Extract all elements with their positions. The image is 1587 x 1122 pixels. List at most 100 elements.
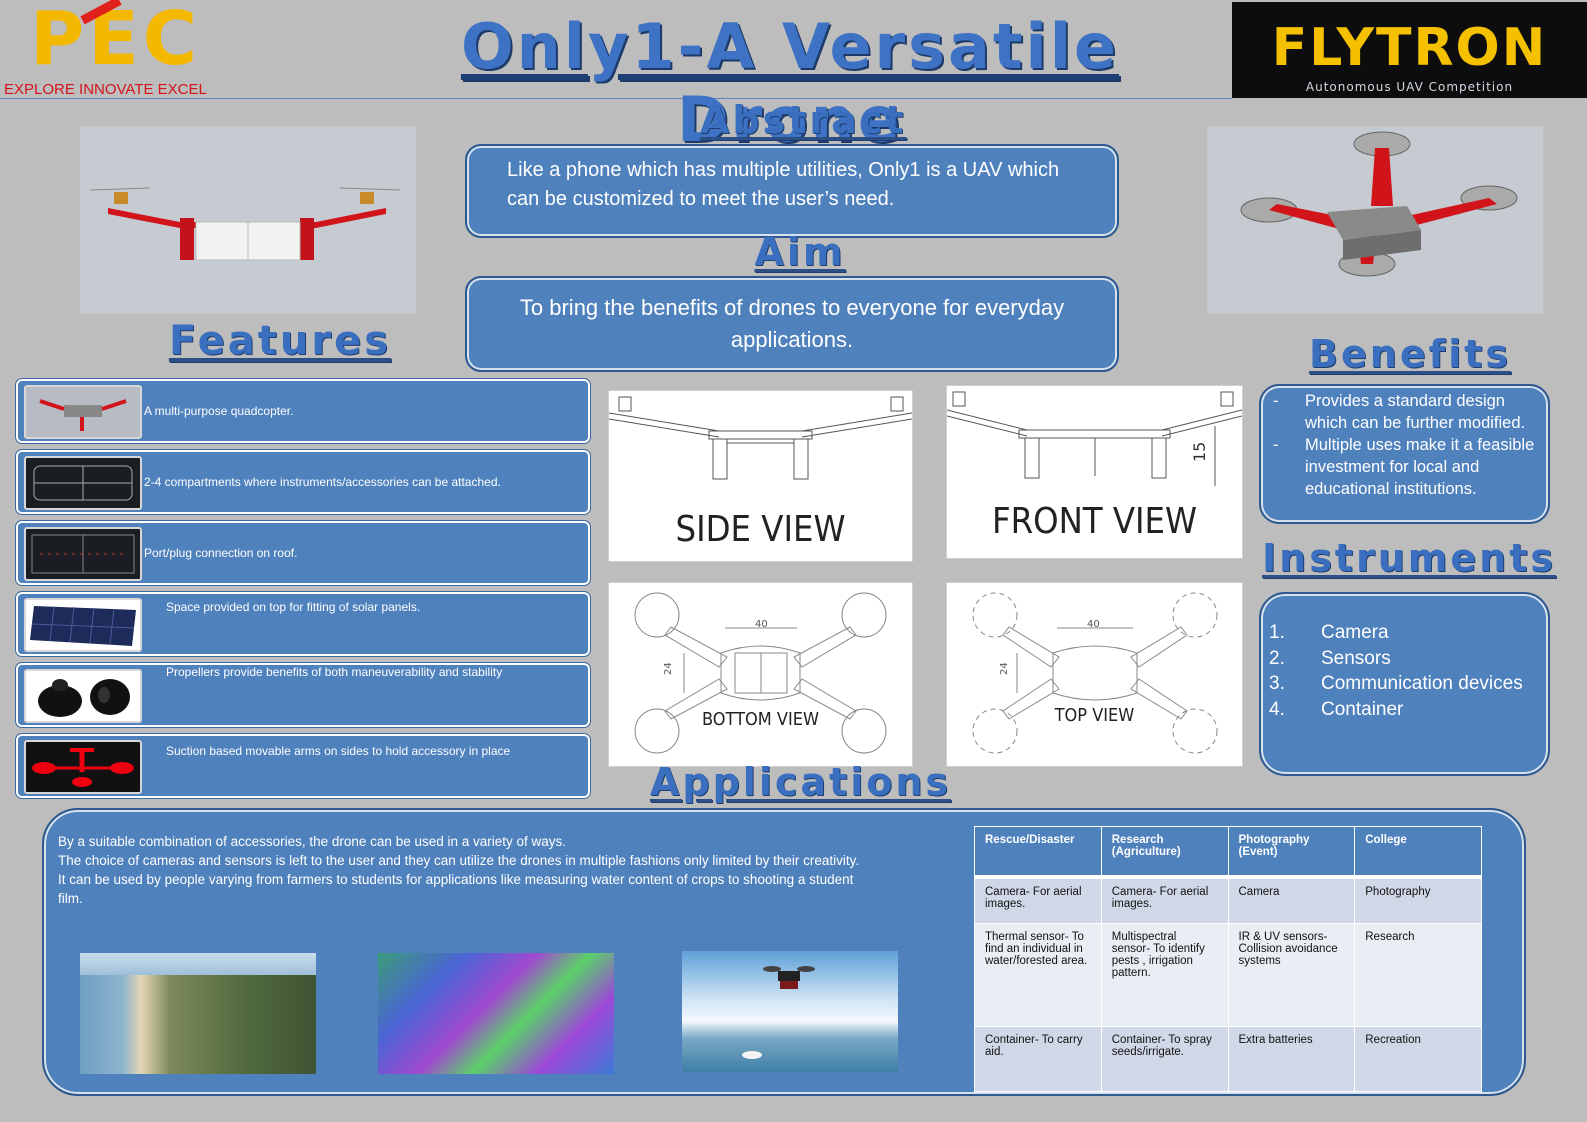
bottom-view-drawing: 40 24 BOTTOM VIEW — [608, 582, 913, 767]
applications-paragraph: It can be used by people varying from fa… — [58, 872, 854, 906]
top-view-svg: 40 24 — [972, 592, 1218, 754]
applications-text: By a suitable combination of accessories… — [58, 832, 878, 908]
table-cell: Multispectral sensor- To identify pests … — [1100, 923, 1229, 1027]
feature-row-port: Port/plug connection on roof. — [15, 520, 591, 586]
pec-logo: PEC EXPLORE INNOVATE EXCEL — [0, 0, 220, 98]
abstract-box: Like a phone which has multiple utilitie… — [465, 144, 1119, 238]
page-title: Only1-A Versatile Drone — [460, 10, 1120, 156]
applications-box: By a suitable combination of accessories… — [42, 808, 1526, 1096]
bottom-view-label: BOTTOM VIEW — [702, 709, 819, 730]
instruments-heading: Instruments — [1262, 536, 1556, 580]
applications-table: Rescue/Disaster Research (Agriculture) P… — [974, 826, 1482, 1092]
side-view-svg — [609, 396, 912, 480]
table-header-cell: Research (Agriculture) — [1100, 826, 1229, 879]
suction-cup-thumb — [24, 669, 142, 723]
table-header-row: Rescue/Disaster Research (Agriculture) P… — [974, 826, 1482, 879]
benefit-bullet: - — [1273, 436, 1279, 454]
instrument-label: Camera — [1321, 622, 1389, 643]
dim-40-label: 40 — [1087, 619, 1100, 630]
front-view-label: FRONT VIEW — [991, 501, 1198, 542]
solar-panel-thumb — [24, 598, 142, 652]
instrument-number: 2. — [1269, 647, 1285, 669]
aim-heading: Aim — [754, 230, 846, 274]
table-header-cell: Photography (Event) — [1227, 826, 1356, 879]
table-cell: Camera — [1227, 876, 1356, 924]
instrument-number: 4. — [1269, 698, 1285, 720]
instrument-label: Container — [1321, 698, 1404, 720]
instrument-item: 4. Container — [1269, 697, 1523, 723]
quadcopter-thumb — [24, 385, 142, 439]
table-cell: Research — [1354, 923, 1482, 1027]
benefits-heading: Benefits — [1309, 332, 1511, 376]
instruments-box: 1. Camera 2. Sensors 3. Communication devic… — [1259, 592, 1550, 776]
abstract-text: Like a phone which has multiple utilitie… — [507, 159, 1060, 210]
dim-40-label: 40 — [755, 619, 768, 630]
table-cell: Container- To spray seeds/irrigate. — [1100, 1026, 1229, 1092]
feature-text: Suction based movable arms on sides to h… — [166, 744, 511, 758]
multispectral-field-photo — [378, 953, 614, 1074]
table-header-cell: College — [1354, 826, 1482, 879]
instrument-number: 1. — [1269, 622, 1285, 643]
compartments-thumb — [24, 456, 142, 510]
coastline-aerial-photo — [80, 953, 316, 1074]
table-cell: Container- To carry aid. — [974, 1026, 1102, 1092]
flytron-logo: FLYTRON Autonomous UAV Competition — [1232, 2, 1587, 98]
bottom-view-svg: 40 24 — [634, 592, 887, 754]
aim-box: To bring the benefits of drones to every… — [465, 276, 1119, 372]
table-cell: Thermal sensor- To find an individual in… — [974, 923, 1102, 1027]
table-row: Container- To carry aid. Container- To s… — [974, 1026, 1482, 1092]
instrument-number: 3. — [1269, 673, 1285, 694]
flytron-tagline: Autonomous UAV Competition — [1305, 80, 1514, 94]
table-cell: Camera- For aerial images. — [1100, 876, 1229, 924]
abstract-heading: Abstract — [700, 98, 907, 142]
instrument-item: 1. Camera — [1269, 620, 1523, 646]
aim-text: To bring the benefits of drones to every… — [519, 295, 1065, 352]
benefit-item: - Provides a standard design which can b… — [1273, 390, 1543, 434]
front-view-drawing: 15 FRONT VIEW — [946, 385, 1243, 559]
instrument-item: 3. Communication devices — [1269, 671, 1523, 697]
feature-text: A multi-purpose quadcopter. — [144, 404, 294, 418]
benefit-item: - Multiple uses make it a feasible inves… — [1273, 434, 1543, 500]
feature-row-compartments: 2-4 compartments where instruments/acces… — [15, 449, 591, 515]
side-view-label: SIDE VIEW — [675, 509, 846, 550]
top-view-label: TOP VIEW — [1054, 705, 1135, 726]
dim-24-label: 24 — [999, 662, 1010, 675]
pec-tagline: EXPLORE INNOVATE EXCEL — [4, 81, 207, 98]
pec-logo-mark: PEC — [30, 0, 202, 82]
table-cell: Camera- For aerial images. — [974, 876, 1102, 924]
side-view-drawing: SIDE VIEW — [608, 390, 913, 562]
port-thumb — [24, 527, 142, 581]
benefit-text: Multiple uses make it a feasible investm… — [1305, 436, 1535, 498]
applications-paragraph: By a suitable combination of accessories… — [58, 834, 567, 849]
feature-text: Space provided on top for fitting of sol… — [166, 600, 421, 614]
table-header-cell: Rescue/Disaster — [974, 826, 1102, 879]
instruments-list: 1. Camera 2. Sensors 3. Communication devic… — [1269, 620, 1523, 722]
table-row: Thermal sensor- To find an individual in… — [974, 923, 1482, 1027]
header-divider — [0, 98, 1232, 99]
feature-text: Port/plug connection on roof. — [144, 546, 298, 560]
flytron-logo-text: FLYTRON — [1271, 18, 1548, 78]
benefit-bullet: - — [1273, 392, 1279, 410]
drone-render-iso — [1207, 126, 1543, 314]
drone-render-side — [80, 126, 416, 314]
table-row: Camera- For aerial images. Camera- For a… — [974, 876, 1482, 924]
drone-over-sea-photo — [682, 951, 898, 1072]
benefits-box: - Provides a standard design which can b… — [1259, 384, 1550, 524]
drone-iso-render-svg — [1240, 131, 1518, 277]
features-heading: Features — [168, 318, 392, 364]
table-cell: Recreation — [1354, 1026, 1482, 1092]
suction-arms-thumb — [24, 740, 142, 794]
instrument-label: Communication devices — [1321, 673, 1523, 694]
benefit-text: Provides a standard design which can be … — [1305, 392, 1526, 432]
applications-paragraph: The choice of cameras and sensors is lef… — [58, 853, 860, 868]
front-view-svg: 15 — [947, 391, 1242, 486]
table-cell: IR & UV sensors- Collision avoidance sys… — [1227, 923, 1356, 1027]
feature-text: Propellers provide benefits of both mane… — [166, 665, 503, 679]
table-cell: Extra batteries — [1227, 1026, 1356, 1092]
feature-row-solar: Space provided on top for fitting of sol… — [15, 591, 591, 657]
top-view-drawing: 40 24 TOP VIEW — [946, 582, 1243, 767]
feature-row-suction-arms: Suction based movable arms on sides to h… — [15, 733, 591, 799]
dim-15-label: 15 — [1190, 442, 1209, 462]
dim-24-label: 24 — [663, 662, 674, 675]
feature-row-quadcopter: A multi-purpose quadcopter. — [15, 378, 591, 444]
